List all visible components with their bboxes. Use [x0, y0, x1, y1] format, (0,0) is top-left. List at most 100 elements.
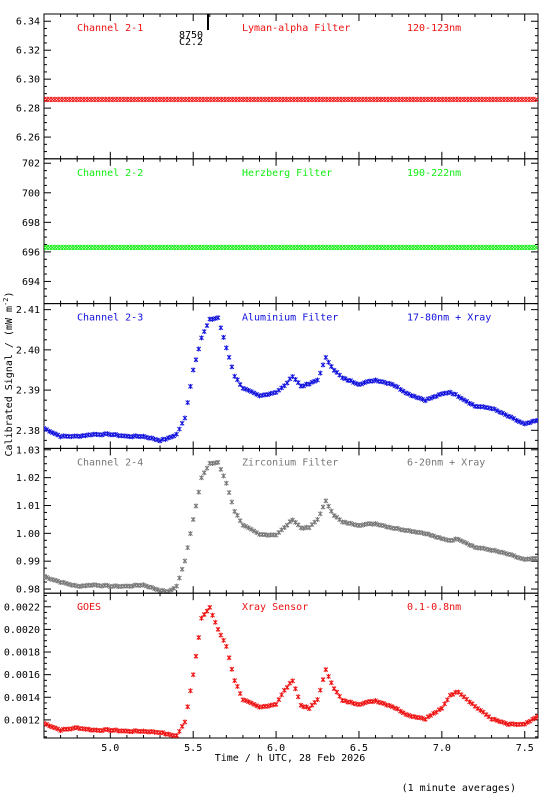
data-point [251, 96, 257, 103]
data-point [235, 683, 240, 689]
data-point [292, 96, 299, 103]
y-tick-label: 0.0014 [4, 693, 40, 704]
data-point [315, 377, 320, 383]
data-point [339, 244, 346, 251]
data-point [411, 96, 418, 103]
data-point [132, 96, 139, 103]
data-point [176, 96, 183, 103]
data-point [218, 325, 224, 331]
data-point [140, 244, 147, 251]
data-point [513, 244, 520, 251]
data-point [251, 390, 257, 396]
y-tick-label: 698 [22, 218, 40, 229]
data-point [339, 96, 346, 103]
data-point [406, 391, 412, 397]
data-point [198, 96, 205, 103]
data-point [505, 96, 512, 103]
data-point [259, 244, 266, 251]
data-point [356, 96, 362, 103]
y-tick-label: 6.28 [16, 104, 40, 115]
data-point [295, 96, 302, 103]
data-point [497, 409, 503, 415]
data-point [464, 398, 470, 404]
data-point [130, 583, 135, 589]
data-point [450, 96, 456, 103]
data-point [201, 470, 207, 476]
y-tick-label: 0.0012 [4, 715, 40, 726]
data-point [74, 244, 81, 251]
x-tick-label: 6.0 [267, 743, 285, 754]
data-point [420, 396, 425, 402]
data-point [458, 538, 464, 544]
data-point [171, 244, 177, 251]
data-point [93, 96, 100, 103]
data-point [179, 96, 185, 103]
data-point [204, 244, 210, 251]
data-point [361, 244, 368, 251]
data-point [188, 531, 193, 537]
data-point [375, 244, 382, 251]
data-point [315, 697, 320, 703]
data-point [378, 96, 384, 103]
x-tick-label: 7.0 [433, 743, 451, 754]
data-point [427, 96, 434, 103]
data-point [469, 244, 476, 251]
data-point [331, 513, 337, 519]
data-point [82, 244, 89, 251]
data-point [392, 705, 398, 711]
data-point [450, 537, 456, 543]
data-point [195, 244, 202, 251]
data-point [54, 96, 61, 103]
data-point [477, 244, 484, 251]
data-point [320, 677, 326, 683]
data-point [510, 244, 517, 251]
data-point [182, 96, 188, 103]
data-point [185, 545, 191, 551]
data-point [177, 728, 182, 734]
data-point [362, 380, 367, 386]
data-point [270, 244, 277, 251]
data-point [66, 581, 72, 587]
data-point [223, 643, 229, 649]
data-point [463, 244, 470, 251]
data-point [483, 96, 489, 103]
panel-filter-label: Herzberg Filter [242, 168, 332, 179]
data-point [372, 244, 379, 251]
x-tick-label: 5.0 [101, 743, 119, 754]
data-point [206, 244, 213, 251]
data-point [314, 244, 321, 251]
data-point [44, 574, 50, 580]
data-point [182, 719, 188, 725]
data-point [251, 244, 257, 251]
x-tick-label: 6.5 [350, 743, 368, 754]
data-point [126, 244, 133, 251]
data-point [229, 244, 235, 251]
data-point [66, 244, 72, 251]
data-point [193, 244, 199, 251]
data-point [532, 244, 538, 251]
data-point [215, 244, 221, 251]
data-point [491, 716, 497, 722]
data-point [143, 244, 150, 251]
data-point [256, 244, 263, 251]
data-point [455, 96, 462, 103]
data-point [235, 512, 240, 518]
data-point [500, 410, 505, 416]
data-point [408, 96, 415, 103]
data-point [436, 244, 442, 251]
data-point [72, 582, 77, 588]
data-point [461, 694, 467, 700]
data-point [152, 586, 157, 592]
data-point [472, 96, 478, 103]
data-point [345, 96, 351, 103]
y-axis-label-close: ) [4, 292, 15, 298]
data-point [411, 529, 417, 535]
data-point [248, 526, 254, 532]
data-point [317, 687, 323, 693]
data-point [275, 96, 282, 103]
data-point [458, 244, 465, 251]
data-point [488, 244, 495, 251]
data-point [115, 244, 122, 251]
panel-filter-label: Zirconium Filter [242, 457, 338, 468]
data-point [519, 420, 525, 426]
